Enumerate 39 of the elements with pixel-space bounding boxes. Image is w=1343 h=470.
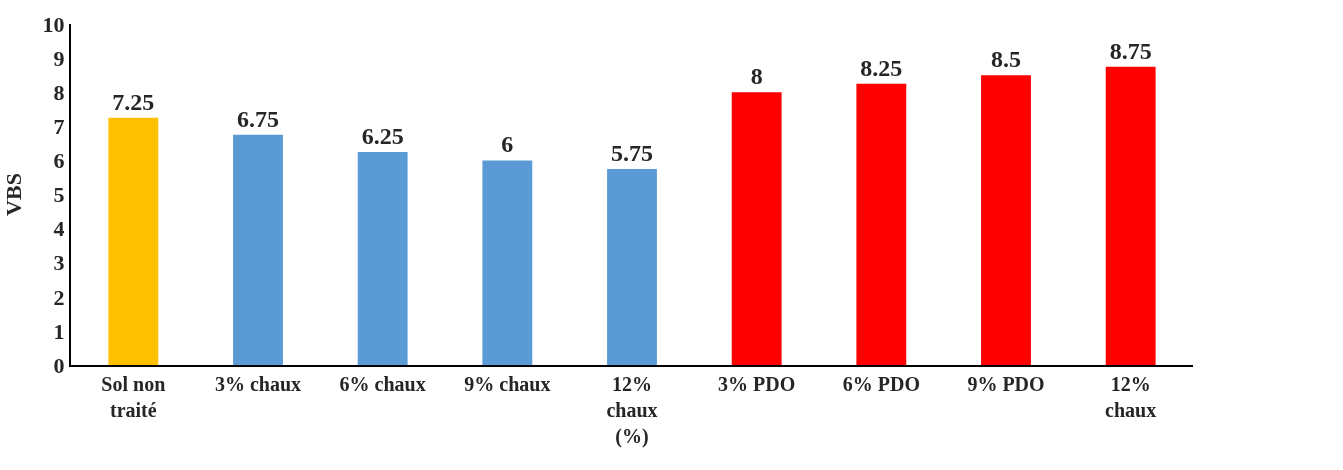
x-tick-label: 6% PDO (842, 373, 920, 395)
x-tick-label: 3% PDO (718, 373, 796, 395)
data-label: 6.75 (237, 105, 279, 132)
y-tick-label: 0 (53, 352, 65, 378)
bar (981, 75, 1031, 365)
data-label: 6.25 (361, 122, 404, 149)
y-tick-label: 7 (53, 114, 65, 139)
bar (482, 160, 533, 365)
data-label: 8.5 (991, 46, 1021, 73)
y-tick-label: 6 (53, 148, 65, 174)
x-tick-label: 12% chaux (%) (606, 373, 658, 448)
y-tick-label: 1 (53, 318, 65, 344)
bar (233, 134, 283, 365)
y-tick-label: 10 (42, 11, 65, 37)
y-tick-label: 8 (53, 79, 65, 105)
data-label: 6 (501, 131, 514, 158)
bar (731, 92, 782, 365)
y-tick-label: 5 (53, 182, 65, 208)
y-tick-label: 3 (53, 250, 65, 276)
y-axis-title: VBS (0, 173, 26, 216)
data-label: 7.25 (112, 88, 155, 115)
x-tick-label: 9% chaux (464, 373, 551, 395)
data-label: 8.75 (1109, 37, 1152, 64)
y-tick-label: 4 (53, 216, 65, 242)
bar (108, 117, 159, 365)
bar (1105, 66, 1156, 365)
x-tick-label: 12% chaux (1105, 373, 1157, 421)
x-tick-label: 6% chaux (339, 373, 426, 395)
x-tick-label: 3% chaux (214, 373, 302, 395)
data-label: 8.25 (860, 54, 903, 81)
x-tick-label: 9% PDO (967, 373, 1045, 395)
data-label: 5.75 (611, 139, 653, 166)
y-tick-label: 2 (53, 284, 65, 310)
bar (856, 83, 907, 365)
bar (357, 151, 408, 365)
data-label: 8 (750, 63, 763, 90)
x-tick-label: Sol non traité (101, 373, 166, 421)
y-tick-label: 9 (53, 45, 65, 71)
bar (607, 168, 657, 365)
